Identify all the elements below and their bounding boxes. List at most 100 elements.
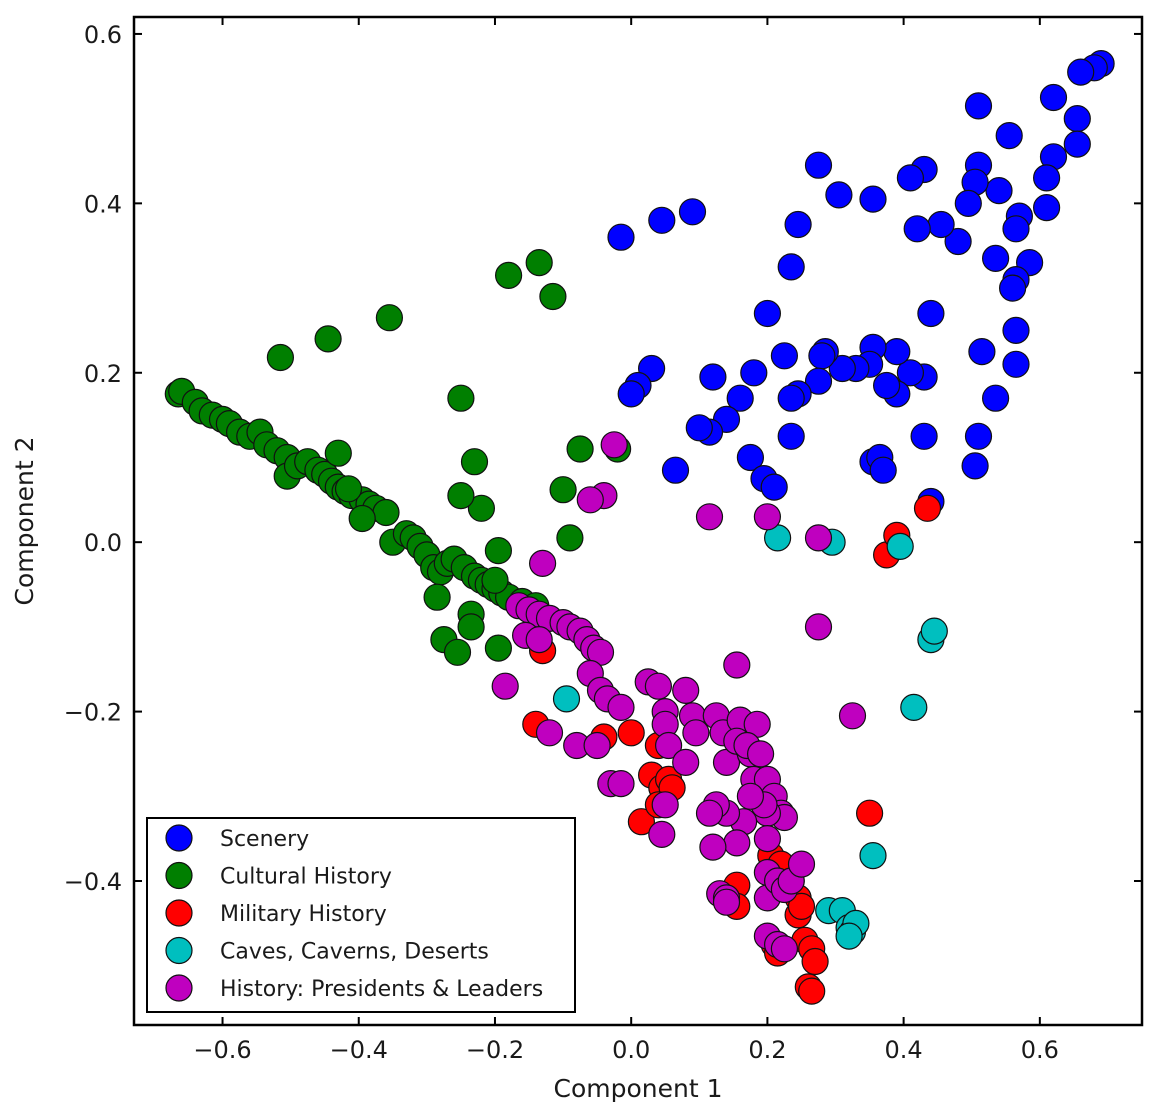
y-tick-label: 0.4	[84, 190, 122, 218]
data-point	[961, 452, 989, 480]
data-point	[838, 702, 867, 730]
legend-marker	[165, 824, 193, 852]
x-tick-label: 0.2	[748, 1036, 786, 1064]
data-point	[447, 384, 475, 412]
data-point	[804, 613, 833, 641]
data-point	[835, 922, 863, 950]
legend-entry-history-presidents-leaders: History: Presidents & Leaders	[165, 974, 543, 1002]
data-point	[266, 343, 294, 372]
data-point	[964, 422, 993, 450]
data-point	[770, 342, 799, 370]
legend-marker	[165, 974, 193, 1002]
data-point	[828, 354, 856, 383]
data-point	[801, 947, 829, 976]
data-point	[920, 617, 948, 645]
data-point	[682, 719, 710, 747]
data-point	[859, 841, 887, 870]
data-point	[556, 524, 584, 552]
data-point	[770, 935, 799, 963]
data-point	[1032, 164, 1061, 192]
x-tick-label: 0.4	[885, 1036, 923, 1064]
data-point	[777, 384, 805, 412]
data-point	[855, 799, 884, 827]
data-point	[627, 808, 656, 836]
data-points	[164, 49, 1115, 1005]
data-point	[651, 791, 679, 819]
plot-area-frame	[132, 15, 1144, 1027]
data-point	[334, 475, 363, 503]
data-point	[481, 566, 509, 594]
data-point	[896, 164, 925, 192]
x-tick-label: 0.0	[612, 1036, 650, 1064]
data-point	[443, 638, 472, 666]
data-point	[1063, 130, 1091, 158]
data-point	[607, 223, 635, 251]
data-point	[654, 731, 683, 760]
series-cultural-history	[164, 249, 632, 666]
data-point	[607, 769, 635, 798]
legend: Scenery Cultural History Military History C…	[146, 817, 576, 1013]
series-history-presidents-leaders	[491, 431, 867, 963]
data-point	[1002, 350, 1030, 378]
data-point	[672, 748, 700, 777]
data-point	[1002, 215, 1030, 243]
data-point	[787, 850, 816, 878]
data-point	[798, 977, 826, 1005]
data-point	[760, 473, 788, 501]
data-point	[1002, 316, 1030, 344]
y-axis-tick-labels: −0.4 −0.2 0.0 0.2 0.4 0.6	[64, 21, 122, 896]
data-point	[723, 651, 751, 679]
data-point	[777, 422, 805, 450]
legend-label: Military History	[220, 902, 387, 927]
data-point	[808, 342, 836, 370]
data-point	[740, 359, 768, 387]
data-point	[648, 206, 676, 234]
data-point	[467, 494, 495, 522]
legend-label: History: Presidents & Leaders	[220, 977, 543, 1002]
data-point	[661, 456, 690, 484]
data-point	[968, 338, 996, 366]
data-point	[726, 384, 754, 412]
legend-label: Caves, Caverns, Deserts	[220, 940, 489, 965]
y-tick-label: −0.4	[64, 868, 122, 896]
data-point	[913, 494, 942, 522]
data-point	[314, 325, 342, 353]
legend-marker	[165, 899, 193, 927]
data-point	[777, 253, 805, 281]
data-point	[1063, 104, 1091, 133]
data-point	[525, 249, 553, 277]
data-point	[484, 536, 512, 565]
legend-entry-military-history: Military History	[165, 899, 387, 927]
data-point	[736, 782, 765, 810]
x-tick-label: 0.6	[1021, 1036, 1059, 1064]
legend-label: Cultural History	[220, 865, 392, 890]
data-point	[753, 503, 782, 531]
legend-entry-cultural-history: Cultural History	[165, 861, 392, 890]
data-point	[804, 151, 833, 179]
data-point	[617, 380, 645, 408]
data-point	[712, 888, 741, 916]
x-axis-label: Component 1	[554, 1074, 723, 1103]
data-point	[583, 731, 611, 760]
axis-ticks	[134, 17, 1142, 1025]
data-point	[672, 676, 700, 705]
data-point	[985, 177, 1013, 205]
data-point	[736, 443, 765, 472]
data-point	[460, 448, 489, 476]
x-tick-label: −0.6	[193, 1036, 251, 1064]
data-point	[617, 719, 645, 747]
data-point	[954, 189, 982, 217]
data-point	[375, 304, 403, 332]
data-point	[886, 532, 914, 561]
data-point	[787, 892, 816, 921]
data-point	[457, 613, 485, 641]
y-tick-label: 0.0	[84, 529, 122, 557]
data-point	[528, 549, 557, 578]
data-point	[600, 431, 628, 459]
data-point	[576, 486, 604, 514]
data-point	[491, 672, 519, 700]
data-point	[644, 672, 673, 700]
data-point	[944, 227, 972, 256]
data-point	[910, 422, 938, 450]
x-tick-label: −0.4	[330, 1036, 388, 1064]
